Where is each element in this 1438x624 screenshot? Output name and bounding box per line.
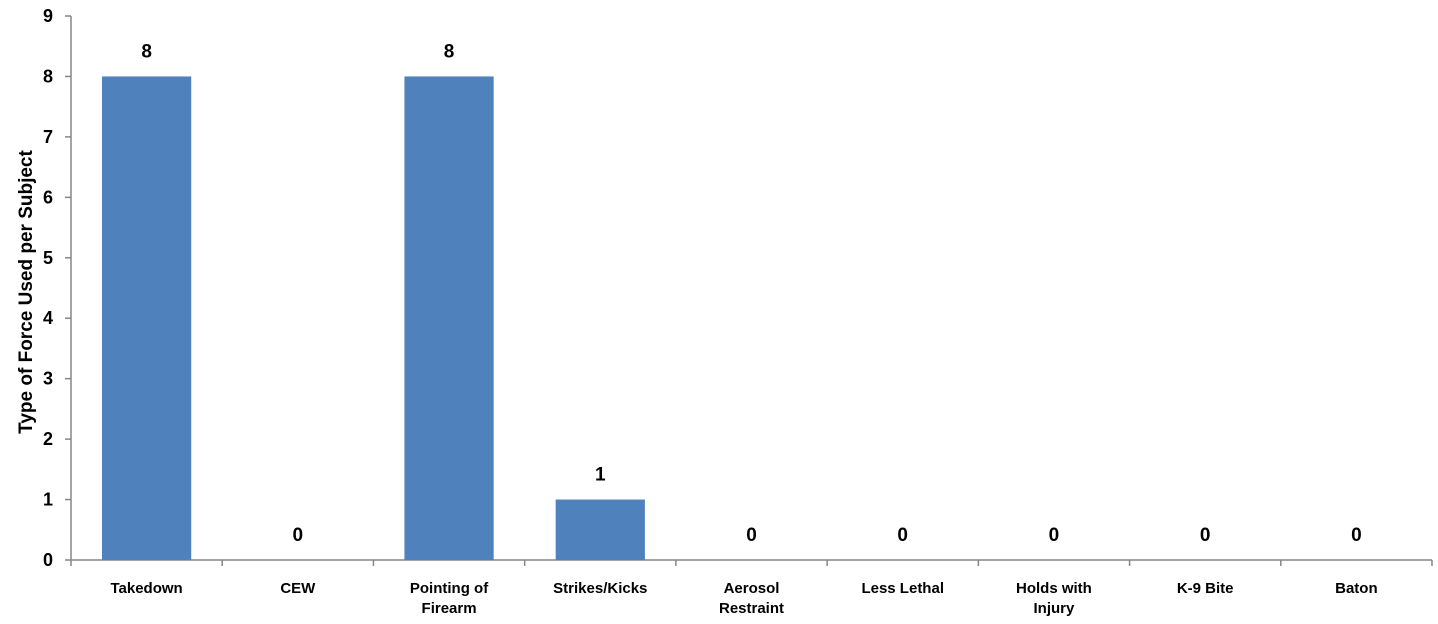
bar: [404, 76, 494, 560]
x-tick-label: K-9 Bite: [1177, 580, 1234, 597]
data-label: 0: [293, 525, 304, 546]
data-label: 0: [1200, 525, 1211, 546]
y-tick-label: 6: [43, 187, 53, 207]
x-tick-label: CEW: [280, 580, 316, 597]
x-tick-label: Less Lethal: [861, 580, 944, 597]
data-label: 8: [444, 41, 455, 62]
x-tick-label: Holds with: [1016, 580, 1092, 597]
y-tick-label: 7: [43, 127, 53, 147]
x-tick-label: Firearm: [422, 600, 477, 617]
bar: [555, 499, 645, 560]
y-tick-label: 1: [43, 490, 53, 510]
x-tick-label: Baton: [1335, 580, 1378, 597]
y-tick-label: 9: [43, 6, 53, 26]
x-tick-label: Pointing of: [410, 580, 489, 597]
y-tick-label: 3: [43, 369, 53, 389]
x-tick-label: Takedown: [110, 580, 182, 597]
data-label: 1: [595, 465, 606, 486]
y-tick-label: 5: [43, 248, 53, 268]
data-label: 0: [1351, 525, 1362, 546]
x-tick-label: Aerosol: [724, 580, 780, 597]
data-label: 8: [141, 41, 152, 62]
x-tick-label: Injury: [1034, 600, 1075, 617]
bar: [102, 76, 192, 560]
y-tick-label: 0: [43, 550, 53, 570]
data-label: 0: [746, 525, 757, 546]
bars: [102, 76, 645, 560]
x-tick-label: Strikes/Kicks: [553, 580, 647, 597]
data-label: 0: [897, 525, 908, 546]
data-label: 0: [1049, 525, 1060, 546]
labels: 0 1 2 3 4 5 6 7 8 9 8 Takedown 0 CEW 8 Pointing of Firea…: [43, 6, 1378, 617]
axes: [65, 15, 1433, 566]
y-tick-label: 4: [43, 308, 53, 328]
y-axis-title: Type of Force Used per Subject: [16, 150, 37, 434]
y-tick-label: 8: [43, 66, 53, 86]
x-tick-label: Restraint: [719, 600, 784, 617]
y-tick-label: 2: [43, 429, 53, 449]
